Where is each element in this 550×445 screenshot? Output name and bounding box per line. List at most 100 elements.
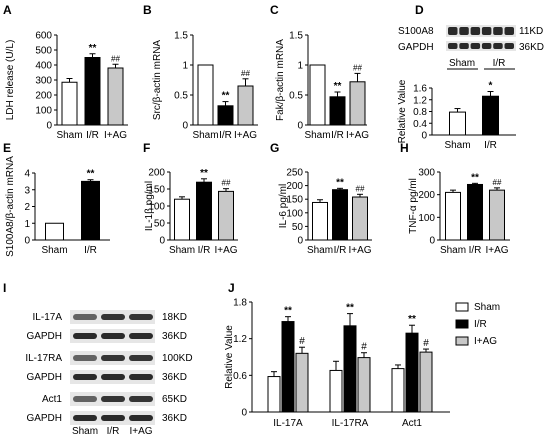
y-axis-label: LDH release (U/L): [5, 40, 16, 121]
legend-label: Sham: [474, 302, 500, 313]
bar: [312, 201, 328, 241]
bar: [309, 64, 326, 126]
blot-row-label: GAPDH: [26, 372, 62, 383]
y-tick-label: 1.2: [233, 334, 247, 345]
y-axis-label: Relative Value: [224, 325, 235, 389]
y-tick-label: 200: [35, 91, 52, 102]
blot-band: [73, 415, 97, 421]
x-tick-label: Sham: [444, 140, 470, 151]
blot-band: [493, 43, 503, 49]
blot-band: [73, 314, 97, 320]
y-axis-label: IL-6 pg/ml: [278, 184, 289, 228]
blot-kd-label: 18KD: [162, 312, 187, 323]
significance-mark: **: [336, 177, 344, 188]
y-tick-label: 150: [286, 195, 303, 206]
significance-mark: **: [346, 303, 354, 314]
x-tick-label: Sham: [56, 130, 82, 141]
blot-band: [73, 374, 97, 380]
legend-swatch: [455, 319, 469, 329]
y-tick-label: 200: [148, 168, 165, 179]
y-tick-label: 100: [418, 213, 435, 224]
y-tick-label: 1: [182, 61, 188, 72]
blot-strip: [446, 41, 516, 51]
panel-label: H: [400, 141, 409, 155]
bar: [218, 190, 234, 241]
x-tick-label: I+AG: [214, 245, 237, 256]
y-tick-label: 300: [418, 168, 435, 179]
panel-F: F 0 50 100 150 200 IL-1β pg/ml Sham I/R ** I+AG ##: [143, 141, 238, 256]
bar: [107, 67, 124, 126]
blot-group-label: I/R: [493, 58, 506, 69]
y-tick-label: 1: [297, 61, 303, 72]
y-tick-label: 100: [286, 208, 303, 219]
bar: [174, 198, 190, 241]
y-tick-label: 0: [421, 131, 427, 142]
blot-kd-label: 36KD: [162, 372, 187, 383]
blot-band: [73, 396, 97, 402]
blot-band: [129, 314, 153, 320]
bar: [349, 81, 366, 126]
x-tick-label: IL-17RA: [332, 418, 369, 429]
bar: [217, 105, 234, 126]
y-tick-label: 0: [46, 121, 52, 132]
bar: [343, 325, 357, 413]
bar: [449, 111, 466, 136]
y-tick-label: 0: [24, 236, 30, 247]
legend-label: I+AG: [474, 336, 497, 347]
y-tick-label: 1.5: [289, 31, 303, 42]
x-tick-label: Act1: [402, 418, 422, 429]
significance-mark: ##: [493, 178, 502, 187]
blot-band: [470, 43, 481, 49]
bar: [352, 196, 368, 241]
x-tick-label: I/R: [331, 130, 344, 141]
blot-band: [481, 27, 492, 35]
bar: [329, 369, 343, 413]
significance-mark: **: [284, 306, 292, 317]
bar: [237, 85, 254, 126]
significance-mark: *: [489, 81, 493, 92]
blot-row-label: IL-17RA: [25, 353, 62, 364]
y-axis-label: S100A8/β-actin mRNA: [5, 156, 16, 257]
y-tick-label: 50: [292, 222, 304, 233]
x-tick-label: I+AG: [346, 130, 369, 141]
bar: [281, 321, 295, 413]
y-tick-label: 600: [35, 31, 52, 42]
x-tick-label: I/R: [334, 245, 347, 256]
y-tick-label: 1: [24, 219, 30, 230]
blot-row-label: GAPDH: [26, 413, 62, 424]
significance-mark: ##: [356, 184, 365, 193]
blot-band: [129, 333, 153, 339]
blot-band: [448, 43, 458, 49]
blot-kd-label: 65KD: [162, 394, 187, 405]
blot-band: [101, 396, 125, 402]
blot-band: [101, 374, 125, 380]
blot-I: I IL-17A 18KD GAPDH 36KD IL-17RA 100KD GAPDH 36K…: [3, 281, 193, 437]
panel-D: D 00.40.81.21.6 Relative Value Sham I/R *: [397, 3, 516, 151]
bar: [295, 352, 309, 413]
panel-label: G: [270, 141, 279, 155]
blot-band: [101, 314, 125, 320]
significance-mark: ##: [241, 69, 250, 78]
blot-band: [504, 43, 514, 49]
y-tick-label: 300: [35, 76, 52, 87]
y-tick-label: 0.5: [289, 91, 303, 102]
bar: [196, 181, 212, 241]
bar: [357, 357, 371, 413]
x-tick-label: I/R: [198, 245, 211, 256]
blot-row-label: S100A8: [398, 26, 434, 37]
y-axis-label: Relative Value: [397, 79, 408, 143]
panel-label: C: [270, 3, 279, 17]
y-axis-label: Src/β-actin mRNA: [152, 40, 163, 121]
blot-band: [459, 27, 469, 35]
y-tick-label: 500: [35, 46, 52, 57]
y-axis-label: TNF-α pg/ml: [408, 178, 419, 234]
y-tick-label: 50: [154, 219, 166, 230]
y-tick-label: 1.6: [413, 84, 427, 95]
blot-row-label: GAPDH: [398, 42, 434, 53]
blot-band: [459, 43, 469, 49]
bar: [45, 222, 64, 241]
blot-band: [470, 27, 481, 35]
blot-kd-label: 100KD: [162, 353, 193, 364]
